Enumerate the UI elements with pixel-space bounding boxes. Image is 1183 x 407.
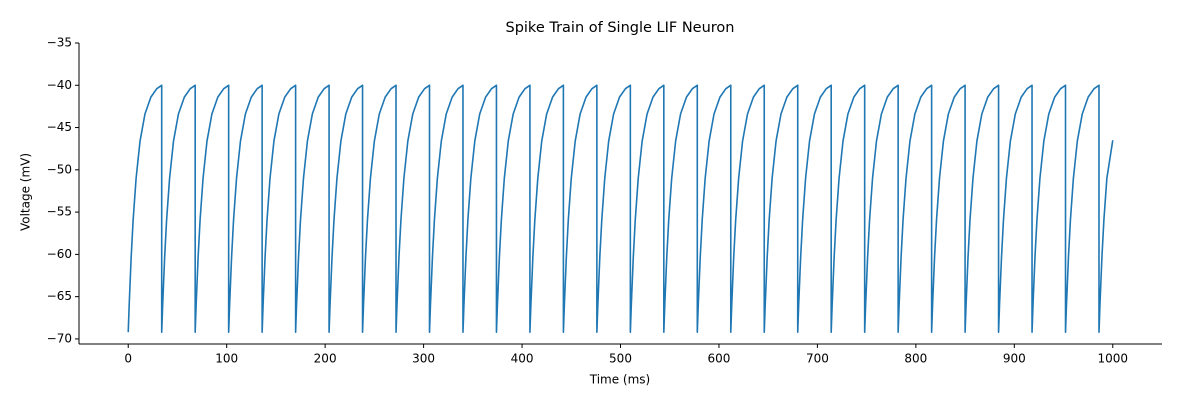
x-tick-label: 0 [124,352,132,366]
chart-title: Spike Train of Single LIF Neuron [506,20,735,36]
y-tick-label: −65 [47,289,72,303]
x-tick-label: 500 [609,352,632,366]
y-tick-label: −45 [47,120,72,134]
x-tick-label: 800 [904,352,927,366]
x-tick-label: 700 [806,352,829,366]
x-tick-label: 300 [412,352,435,366]
y-tick-label: −40 [47,78,72,92]
y-tick-label: −35 [47,36,72,50]
y-tick-label: −60 [47,247,72,261]
y-tick-label: −55 [47,205,72,219]
x-tick-label: 1000 [1097,352,1128,366]
x-tick-label: 100 [215,352,238,366]
y-tick-label: −50 [47,162,72,176]
voltage-line [127,84,1114,333]
y-axis-label: Voltage (mV) [19,153,33,231]
x-tick-label: 900 [1003,352,1026,366]
y-tick-label: −70 [47,331,72,345]
x-tick-label: 200 [314,352,337,366]
x-tick-label: 400 [511,352,534,366]
x-axis-label: Time (ms) [589,373,651,387]
x-tick-label: 600 [708,352,731,366]
